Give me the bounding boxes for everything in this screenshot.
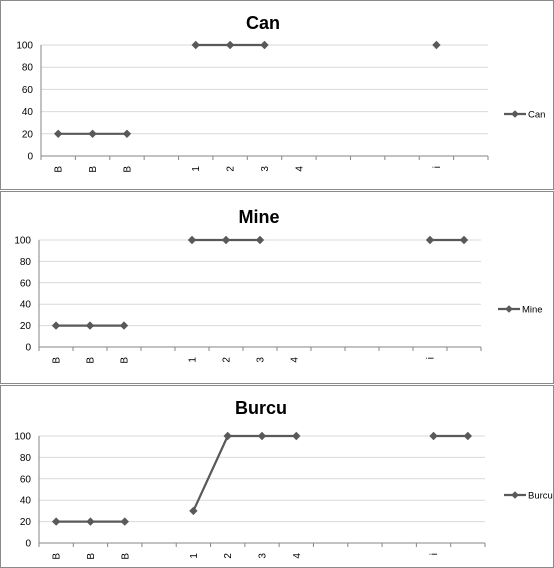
chart-panel-can: Can 0 20 40 60 80 100 B B B 1 2 3 4 i Can — [0, 0, 554, 190]
y-tick-label: 100 — [16, 41, 33, 52]
data-point — [225, 40, 235, 50]
data-point — [187, 235, 197, 245]
x-tick-label: 2 — [226, 166, 237, 172]
x-tick-label: i — [426, 357, 437, 359]
y-tick-label: 0 — [25, 343, 31, 354]
y-tick-label: 60 — [20, 474, 32, 485]
legend-label: Burcu — [528, 491, 553, 502]
data-point — [463, 431, 473, 441]
x-tick-label: 4 — [294, 166, 305, 172]
y-tick-label: 20 — [22, 129, 34, 140]
line-chart-can: Can 0 20 40 60 80 100 B B B 1 2 3 4 i Can — [16, 13, 545, 173]
line-chart-mine: Mine 0 20 40 60 80 100 B B B 1 2 3 4 i Mine — [14, 207, 543, 364]
y-tick-label: 100 — [14, 432, 31, 443]
data-point — [257, 431, 267, 441]
x-tick-label: 1 — [191, 166, 202, 172]
x-tick-label: 2 — [223, 553, 234, 559]
x-tick-label: 3 — [258, 553, 269, 559]
data-point — [223, 431, 232, 441]
legend-label: Can — [528, 110, 545, 121]
y-tick-label: 40 — [22, 107, 34, 118]
data-point — [53, 129, 63, 138]
x-tick-label: i — [429, 553, 440, 555]
x-tick-label: B — [86, 553, 97, 560]
y-tick-label: 80 — [20, 453, 32, 464]
data-point — [221, 235, 231, 245]
data-point — [119, 321, 129, 330]
chart-title: Mine — [238, 207, 279, 227]
x-tick-label: B — [122, 166, 133, 173]
y-tick-label: 60 — [22, 85, 34, 96]
legend-marker — [511, 110, 519, 118]
y-tick-label: 60 — [20, 278, 32, 289]
legend-marker — [505, 305, 513, 313]
y-tick-label: 0 — [25, 539, 31, 550]
y-tick-label: 80 — [22, 63, 34, 74]
chart-panel-mine: Mine 0 20 40 60 80 100 B B B 1 2 3 4 i Mine — [0, 191, 554, 384]
x-tick-label: 3 — [260, 166, 271, 172]
x-tick-label: 1 — [189, 553, 200, 559]
series-line — [192, 434, 297, 512]
legend-marker — [511, 491, 519, 499]
data-point — [86, 517, 95, 526]
x-tick-label: 1 — [188, 357, 199, 363]
legend-label: Mine — [522, 305, 543, 316]
data-point — [189, 506, 198, 516]
y-tick-label: 40 — [20, 496, 32, 507]
y-tick-label: 20 — [20, 321, 32, 332]
data-point — [120, 517, 129, 526]
chart-panel-burcu: Burcu 0 20 40 60 80 100 B B B 1 2 3 4 i Burcu — [0, 385, 554, 568]
data-point — [459, 235, 469, 245]
chart-title: Burcu — [235, 398, 287, 418]
y-tick-label: 80 — [20, 257, 32, 268]
x-tick-label: B — [120, 357, 131, 364]
chart-title: Can — [246, 13, 280, 33]
x-tick-label: i — [432, 166, 443, 168]
data-point — [122, 129, 132, 138]
x-tick-label: 4 — [292, 553, 303, 559]
x-tick-label: B — [52, 553, 63, 560]
data-point — [255, 235, 265, 245]
data-point — [429, 431, 438, 441]
y-tick-label: 20 — [20, 517, 32, 528]
y-tick-label: 100 — [14, 236, 31, 247]
data-point — [88, 129, 97, 138]
x-tick-label: B — [54, 166, 65, 173]
y-tick-label: 40 — [20, 300, 32, 311]
y-tick-label: 0 — [27, 152, 33, 163]
data-point — [191, 40, 200, 50]
x-tick-label: 2 — [222, 357, 233, 363]
x-tick-label: B — [120, 553, 131, 560]
x-tick-label: 3 — [256, 357, 267, 363]
data-point — [432, 40, 441, 50]
data-point — [51, 321, 61, 330]
data-point — [292, 431, 301, 441]
data-point — [425, 235, 435, 245]
data-point — [85, 321, 95, 330]
line-chart-burcu: Burcu 0 20 40 60 80 100 B B B 1 2 3 4 i Burcu — [14, 398, 553, 560]
x-tick-label: B — [86, 357, 97, 364]
x-tick-label: B — [88, 166, 99, 173]
data-point — [51, 517, 61, 526]
data-point — [260, 40, 269, 50]
x-tick-label: 4 — [290, 357, 301, 363]
x-tick-label: B — [52, 357, 63, 364]
